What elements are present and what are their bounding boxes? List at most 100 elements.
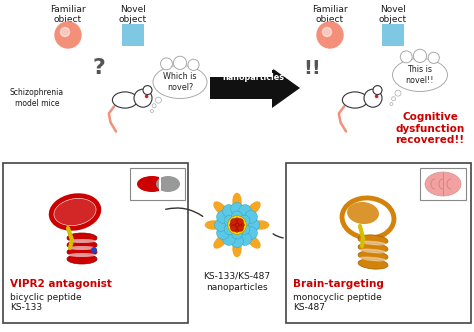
Circle shape — [234, 222, 240, 228]
Text: bicyclic peptide: bicyclic peptide — [10, 292, 82, 301]
Circle shape — [239, 215, 250, 226]
Bar — [420, 168, 466, 200]
Circle shape — [228, 216, 246, 234]
Ellipse shape — [67, 254, 97, 264]
Ellipse shape — [425, 172, 461, 196]
Ellipse shape — [153, 65, 207, 99]
Circle shape — [238, 222, 244, 228]
Circle shape — [390, 103, 393, 106]
Circle shape — [223, 233, 235, 245]
Ellipse shape — [67, 240, 97, 250]
Bar — [382, 24, 404, 46]
Ellipse shape — [213, 235, 227, 249]
Circle shape — [234, 226, 240, 232]
Ellipse shape — [247, 235, 261, 249]
Circle shape — [224, 224, 235, 235]
Circle shape — [373, 86, 382, 95]
Text: Novel
object: Novel object — [379, 5, 407, 24]
Circle shape — [413, 49, 427, 62]
Circle shape — [234, 218, 240, 224]
Ellipse shape — [359, 241, 387, 245]
Circle shape — [134, 89, 152, 107]
Ellipse shape — [359, 257, 387, 261]
Text: nanoparticles: nanoparticles — [206, 284, 268, 292]
Ellipse shape — [156, 176, 180, 192]
Text: monocyclic peptide: monocyclic peptide — [293, 292, 382, 301]
Ellipse shape — [247, 201, 261, 215]
Circle shape — [317, 22, 343, 48]
Circle shape — [155, 97, 162, 103]
Ellipse shape — [213, 201, 227, 215]
Ellipse shape — [205, 220, 222, 230]
Circle shape — [173, 56, 187, 69]
Circle shape — [214, 219, 227, 231]
Ellipse shape — [232, 193, 242, 210]
Ellipse shape — [68, 246, 96, 250]
Ellipse shape — [392, 58, 447, 92]
Text: This is
novel!!: This is novel!! — [406, 65, 434, 85]
Text: Which is
novel?: Which is novel? — [163, 72, 197, 92]
Circle shape — [231, 219, 237, 224]
Text: KS-133: KS-133 — [10, 303, 42, 312]
Bar — [286, 163, 471, 323]
Text: KS-133/KS-487: KS-133/KS-487 — [203, 272, 271, 281]
Ellipse shape — [232, 240, 242, 257]
Circle shape — [247, 219, 260, 231]
Ellipse shape — [67, 247, 97, 257]
Ellipse shape — [358, 243, 388, 253]
Text: VIPR2 antagonist: VIPR2 antagonist — [10, 279, 112, 289]
Circle shape — [91, 247, 97, 253]
Bar — [3, 163, 188, 323]
Ellipse shape — [358, 251, 388, 261]
Circle shape — [364, 89, 382, 107]
Circle shape — [55, 22, 81, 48]
Text: Cognitive
dysfunction
recovered!!: Cognitive dysfunction recovered!! — [395, 112, 465, 145]
Circle shape — [401, 51, 412, 63]
Bar — [122, 24, 144, 46]
Bar — [159, 176, 161, 192]
Polygon shape — [210, 68, 300, 108]
Ellipse shape — [358, 235, 388, 245]
Circle shape — [231, 235, 243, 248]
Ellipse shape — [137, 176, 167, 192]
Circle shape — [239, 205, 251, 217]
Circle shape — [322, 28, 331, 37]
Circle shape — [231, 203, 243, 215]
Text: Novel
object: Novel object — [119, 5, 147, 24]
Circle shape — [217, 210, 229, 223]
Bar — [130, 168, 185, 200]
Text: Familiar
object: Familiar object — [50, 5, 86, 24]
Circle shape — [231, 211, 243, 222]
Circle shape — [150, 110, 154, 113]
Circle shape — [188, 59, 199, 70]
Circle shape — [392, 97, 396, 101]
Text: Brain-targeting: Brain-targeting — [293, 279, 384, 289]
Text: KS-487: KS-487 — [293, 303, 325, 312]
Circle shape — [395, 90, 401, 96]
Ellipse shape — [358, 259, 388, 269]
Ellipse shape — [68, 239, 96, 243]
Circle shape — [61, 28, 70, 37]
Circle shape — [245, 227, 257, 239]
Circle shape — [239, 224, 250, 235]
Ellipse shape — [67, 233, 97, 243]
Circle shape — [237, 225, 243, 231]
Circle shape — [237, 219, 243, 224]
Circle shape — [245, 210, 257, 223]
Ellipse shape — [342, 92, 368, 108]
Circle shape — [217, 227, 229, 239]
Circle shape — [428, 52, 439, 63]
Text: Schizophrenia
model mice: Schizophrenia model mice — [10, 88, 64, 108]
Ellipse shape — [347, 202, 379, 224]
Ellipse shape — [359, 249, 387, 253]
Circle shape — [152, 104, 156, 108]
Circle shape — [230, 222, 236, 228]
Ellipse shape — [112, 92, 137, 108]
Circle shape — [145, 95, 148, 98]
Text: s.c.
KS-133/KS-487
nanoparticles: s.c. KS-133/KS-487 nanoparticles — [220, 52, 286, 82]
Circle shape — [161, 58, 173, 70]
Circle shape — [375, 95, 378, 98]
Circle shape — [224, 215, 235, 226]
Circle shape — [239, 233, 251, 245]
Circle shape — [231, 225, 237, 231]
